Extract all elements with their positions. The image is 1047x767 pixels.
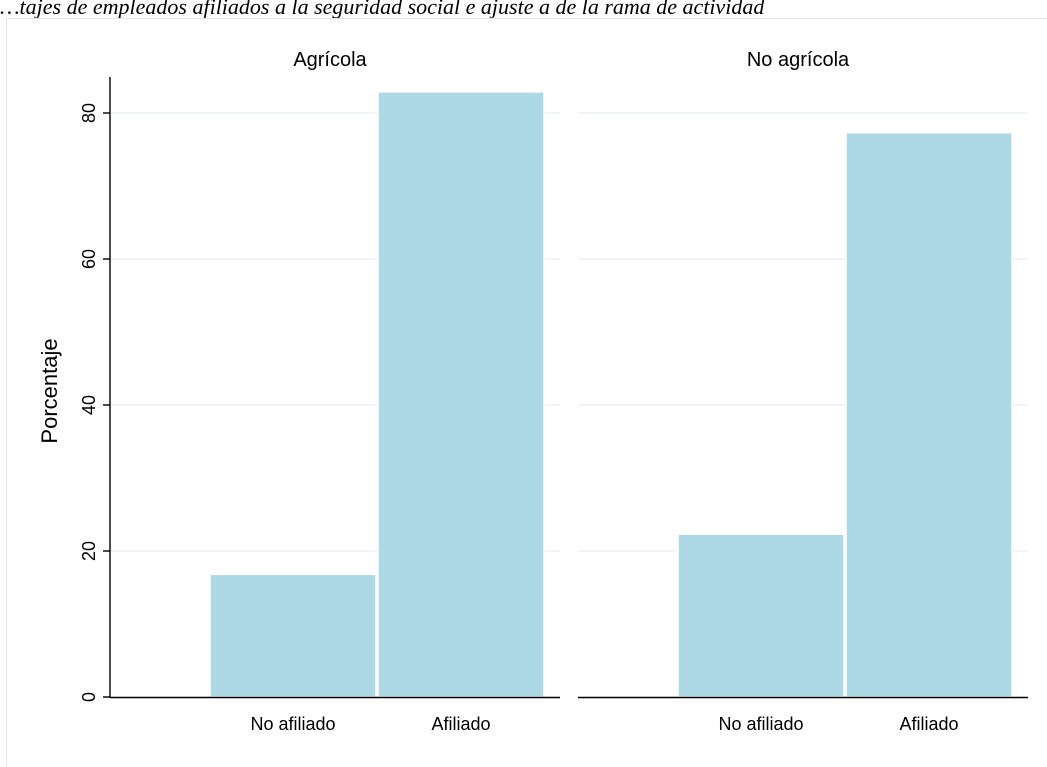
y-axis-label: Porcentaje	[37, 338, 62, 443]
bars	[209, 91, 1013, 698]
y-tick-label: 60	[79, 249, 99, 269]
panel-title: Agrícola	[293, 49, 367, 71]
x-tick-label: No afiliado	[718, 714, 803, 734]
bar	[677, 533, 845, 698]
figure-caption: …tajes de empleados afiliados a la segur…	[0, 0, 765, 19]
chart-frame	[6, 18, 1047, 767]
x-tick-label: No afiliado	[250, 714, 335, 734]
y-tick-label: 20	[79, 541, 99, 561]
axes	[103, 77, 1028, 699]
bar	[209, 573, 377, 698]
bar	[377, 91, 545, 698]
x-tick-label: Afiliado	[899, 714, 958, 734]
panel-title: No agrícola	[747, 49, 850, 71]
y-tick-label: 40	[79, 395, 99, 415]
bar	[845, 131, 1013, 698]
y-tick-label: 0	[79, 692, 99, 702]
x-tick-label: Afiliado	[431, 714, 490, 734]
labels: Porcentaje No afiliado Afiliado Agrícola No …	[37, 49, 959, 734]
y-tick-label: 80	[79, 103, 99, 123]
